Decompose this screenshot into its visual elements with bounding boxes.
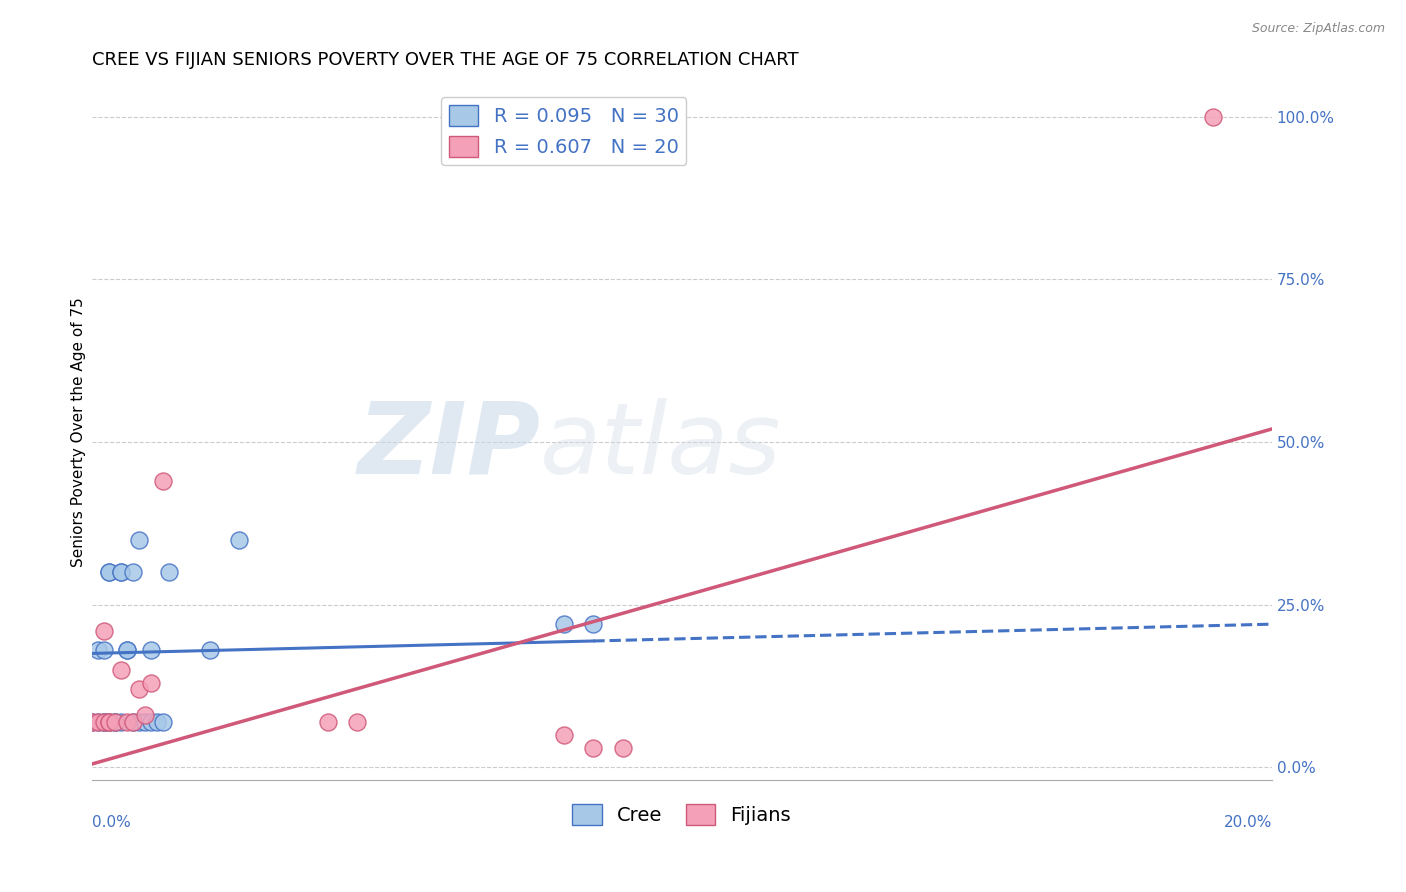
Point xyxy=(98,565,121,579)
Point xyxy=(612,740,634,755)
Point xyxy=(98,714,121,729)
Point xyxy=(104,714,127,729)
Point xyxy=(553,728,575,742)
Point xyxy=(152,714,174,729)
Point xyxy=(152,474,174,488)
Point xyxy=(115,643,138,657)
Point xyxy=(582,617,605,632)
Point xyxy=(582,740,605,755)
Point xyxy=(98,714,121,729)
Point xyxy=(86,714,108,729)
Point xyxy=(93,714,115,729)
Text: Source: ZipAtlas.com: Source: ZipAtlas.com xyxy=(1251,22,1385,36)
Point xyxy=(80,714,103,729)
Point xyxy=(139,675,162,690)
Point xyxy=(122,565,145,579)
Point xyxy=(145,714,167,729)
Point xyxy=(134,708,156,723)
Point xyxy=(98,714,121,729)
Point xyxy=(110,565,132,579)
Point xyxy=(115,643,138,657)
Point xyxy=(198,643,221,657)
Point xyxy=(80,714,103,729)
Point xyxy=(553,617,575,632)
Point xyxy=(228,533,250,547)
Point xyxy=(98,565,121,579)
Point xyxy=(104,714,127,729)
Point xyxy=(134,714,156,729)
Point xyxy=(93,624,115,638)
Legend: Cree, Fijians: Cree, Fijians xyxy=(565,797,799,833)
Point xyxy=(316,714,339,729)
Point xyxy=(139,643,162,657)
Point xyxy=(1202,110,1225,124)
Point xyxy=(128,533,150,547)
Point xyxy=(110,565,132,579)
Text: ZIP: ZIP xyxy=(357,398,540,495)
Point xyxy=(110,663,132,677)
Point xyxy=(110,714,132,729)
Point xyxy=(122,714,145,729)
Point xyxy=(128,714,150,729)
Point xyxy=(104,714,127,729)
Text: CREE VS FIJIAN SENIORS POVERTY OVER THE AGE OF 75 CORRELATION CHART: CREE VS FIJIAN SENIORS POVERTY OVER THE … xyxy=(91,51,799,69)
Text: 0.0%: 0.0% xyxy=(91,815,131,830)
Point xyxy=(128,682,150,697)
Point xyxy=(122,714,145,729)
Point xyxy=(86,643,108,657)
Point xyxy=(139,714,162,729)
Point xyxy=(157,565,180,579)
Y-axis label: Seniors Poverty Over the Age of 75: Seniors Poverty Over the Age of 75 xyxy=(72,297,86,567)
Point xyxy=(93,714,115,729)
Text: 20.0%: 20.0% xyxy=(1223,815,1272,830)
Point xyxy=(115,714,138,729)
Point xyxy=(93,643,115,657)
Point xyxy=(86,714,108,729)
Point xyxy=(93,714,115,729)
Point xyxy=(346,714,368,729)
Text: atlas: atlas xyxy=(540,398,782,495)
